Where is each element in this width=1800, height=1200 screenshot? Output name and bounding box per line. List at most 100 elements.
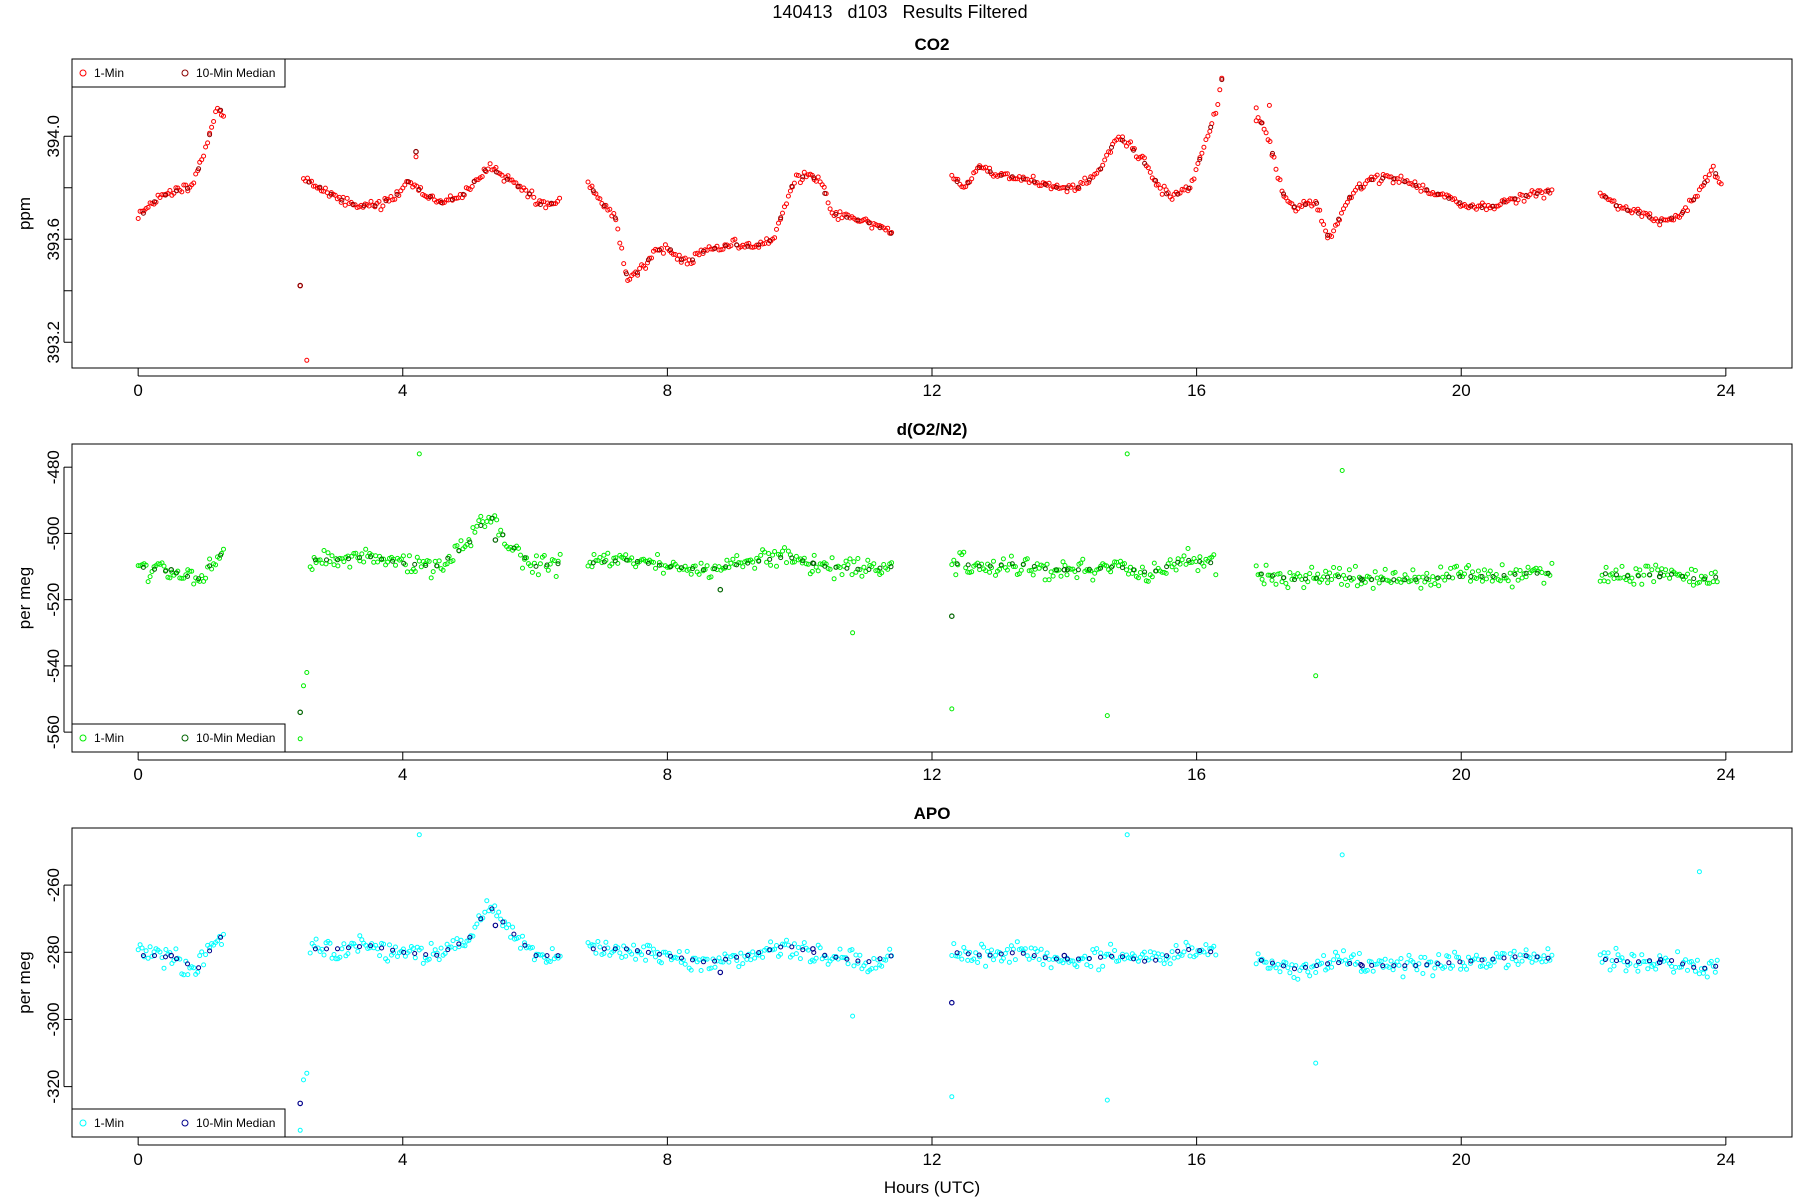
data-point-median <box>1053 567 1059 573</box>
data-point-1min <box>185 188 191 194</box>
data-point-1min <box>537 561 543 567</box>
data-point-1min <box>513 180 519 186</box>
data-point-1min <box>1319 960 1325 966</box>
data-point-median-highlight <box>492 537 499 543</box>
data-point-1min <box>797 956 803 962</box>
data-point-1min <box>191 581 197 587</box>
data-point-1min <box>1677 964 1682 970</box>
data-point-median <box>1197 559 1203 564</box>
data-point-1min <box>1179 557 1185 563</box>
data-point-median <box>207 563 213 569</box>
data-point-1min <box>1515 577 1521 583</box>
data-point-median <box>745 952 751 958</box>
data-point-1min <box>1315 207 1321 213</box>
data-point-1min <box>1263 959 1269 965</box>
data-point-1min <box>991 957 996 963</box>
data-point-1min <box>378 207 384 213</box>
data-point-1min <box>1303 961 1309 967</box>
data-point-1min <box>1533 193 1539 199</box>
data-point-1min <box>621 261 627 267</box>
data-point-1min <box>404 569 410 575</box>
data-point-median <box>1457 200 1463 206</box>
data-point-1min <box>189 568 195 574</box>
data-point-median <box>401 949 407 955</box>
x-tick-label: 12 <box>923 1150 942 1169</box>
data-point-1min <box>145 579 151 585</box>
data-point-1min <box>1631 953 1637 959</box>
legend-marker-1min <box>79 69 87 77</box>
data-point-median <box>601 559 607 565</box>
data-point-1min <box>682 961 688 967</box>
data-layer <box>135 832 1720 1133</box>
data-point-1min <box>686 566 692 572</box>
data-point-1min <box>787 188 793 194</box>
data-point-median <box>701 959 706 965</box>
data-point-median <box>1490 956 1496 962</box>
data-point-median <box>478 916 484 922</box>
data-point-1min <box>857 952 863 958</box>
data-point-median <box>1713 963 1719 969</box>
data-point-median <box>1164 953 1170 959</box>
data-point-median <box>1281 191 1286 197</box>
data-point-1min <box>690 260 696 266</box>
data-point-1min <box>1128 956 1133 961</box>
data-point-1min <box>1064 189 1070 195</box>
data-point-1min <box>1090 577 1096 583</box>
data-point-1min <box>1450 963 1456 969</box>
data-point-median <box>998 951 1004 957</box>
data-point-1min <box>157 949 163 955</box>
data-point-1min <box>768 562 774 568</box>
data-point-1min <box>1000 955 1006 961</box>
data-point-1min <box>476 518 482 524</box>
data-point-median <box>368 554 374 560</box>
data-point-median <box>416 187 422 192</box>
data-point-1min <box>443 197 449 203</box>
data-point-1min <box>1151 560 1157 566</box>
data-point-1min <box>1545 946 1551 952</box>
data-point-median <box>1614 958 1619 964</box>
data-point-1min <box>1002 171 1008 177</box>
data-point-1min <box>1611 963 1617 969</box>
data-point-median <box>645 257 651 263</box>
data-point-1min <box>615 945 621 951</box>
data-point-1min <box>1307 973 1313 979</box>
data-point-1min <box>716 564 722 570</box>
data-point-1min <box>1213 110 1219 116</box>
data-point-median <box>778 555 784 561</box>
data-point-1min <box>813 564 819 570</box>
data-point-1min <box>1006 561 1012 567</box>
data-point-median <box>544 953 550 959</box>
data-point-1min <box>809 569 815 574</box>
data-point-1min <box>1408 578 1414 584</box>
data-point-1min <box>1195 161 1201 166</box>
data-point-1min <box>1337 217 1342 223</box>
data-point-1min <box>831 576 837 582</box>
data-point-1min <box>323 561 329 567</box>
data-point-1min <box>1337 565 1342 571</box>
data-point-1min <box>801 169 807 175</box>
data-point-1min <box>774 943 779 948</box>
data-point-1min <box>545 567 551 573</box>
data-point-1min <box>371 559 377 565</box>
data-point-median <box>1314 575 1320 581</box>
data-point-median <box>1625 959 1630 965</box>
data-point-1min <box>1012 957 1018 963</box>
data-point-1min <box>674 256 680 262</box>
data-point-1min <box>1517 568 1523 573</box>
data-point-median <box>1358 576 1364 582</box>
data-point-1min <box>1145 165 1151 171</box>
data-point-median <box>1064 185 1070 191</box>
data-point-1min <box>1126 571 1131 577</box>
data-point-median <box>163 192 168 198</box>
data-point-1min <box>1487 568 1493 574</box>
data-point-median <box>152 199 157 205</box>
x-tick-label: 12 <box>923 381 942 400</box>
data-point-median <box>515 183 521 189</box>
data-point-1min <box>1034 948 1040 954</box>
data-point-1min <box>660 250 666 256</box>
data-point-1min <box>211 119 217 124</box>
data-point-1min <box>474 523 480 529</box>
data-point-1min <box>1305 969 1311 975</box>
data-point-median <box>1075 956 1081 962</box>
data-point-median <box>1270 150 1275 156</box>
